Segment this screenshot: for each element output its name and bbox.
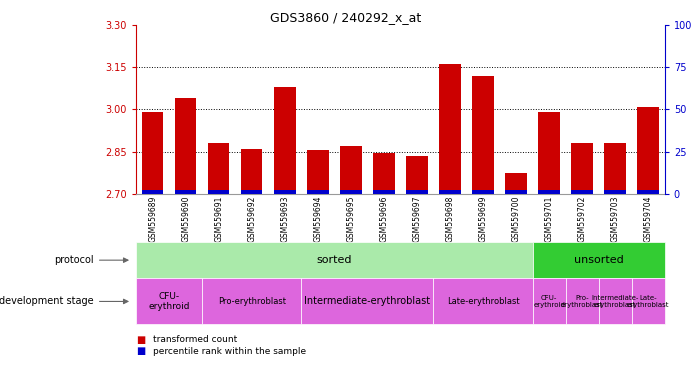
Bar [241, 190, 263, 194]
Bar [175, 190, 196, 194]
Text: CFU-
erythroid: CFU- erythroid [533, 295, 565, 308]
Bar [472, 76, 494, 194]
Bar [274, 87, 296, 194]
Bar [241, 149, 263, 194]
Bar [274, 190, 296, 194]
Bar [605, 143, 626, 194]
Bar [571, 143, 593, 194]
Text: GDS3860 / 240292_x_at: GDS3860 / 240292_x_at [270, 12, 421, 25]
Bar [208, 143, 229, 194]
Text: CFU-
erythroid: CFU- erythroid [149, 292, 190, 311]
Bar [638, 107, 659, 194]
Bar [605, 190, 626, 194]
Text: sorted: sorted [316, 255, 352, 265]
Text: ■: ■ [136, 346, 145, 356]
Text: development stage: development stage [0, 296, 94, 306]
Bar [472, 190, 494, 194]
Bar [505, 173, 527, 194]
Text: protocol: protocol [55, 255, 94, 265]
Text: ■: ■ [136, 335, 145, 345]
Bar [340, 146, 361, 194]
Text: unsorted: unsorted [574, 255, 623, 265]
Bar [373, 153, 395, 194]
Text: transformed count: transformed count [153, 335, 238, 344]
Text: Pro-
erythroblast: Pro- erythroblast [561, 295, 603, 308]
Text: Intermediate-erythroblast: Intermediate-erythroblast [304, 296, 430, 306]
Bar [208, 190, 229, 194]
Bar [538, 112, 560, 194]
Text: Intermediate-
erythroblast: Intermediate- erythroblast [591, 295, 639, 308]
Text: Late-
erythroblast: Late- erythroblast [627, 295, 670, 308]
Text: Late-erythroblast: Late-erythroblast [446, 297, 520, 306]
Bar [406, 190, 428, 194]
Bar [439, 190, 461, 194]
Bar [439, 65, 461, 194]
Bar [505, 190, 527, 194]
Bar [638, 190, 659, 194]
Bar [307, 150, 329, 194]
Bar [142, 112, 163, 194]
Bar [142, 190, 163, 194]
Bar [406, 156, 428, 194]
Bar [175, 98, 196, 194]
Text: percentile rank within the sample: percentile rank within the sample [153, 347, 307, 356]
Bar [373, 190, 395, 194]
Bar [538, 190, 560, 194]
Bar [340, 190, 361, 194]
Bar [307, 190, 329, 194]
Text: Pro-erythroblast: Pro-erythroblast [218, 297, 286, 306]
Bar [571, 190, 593, 194]
